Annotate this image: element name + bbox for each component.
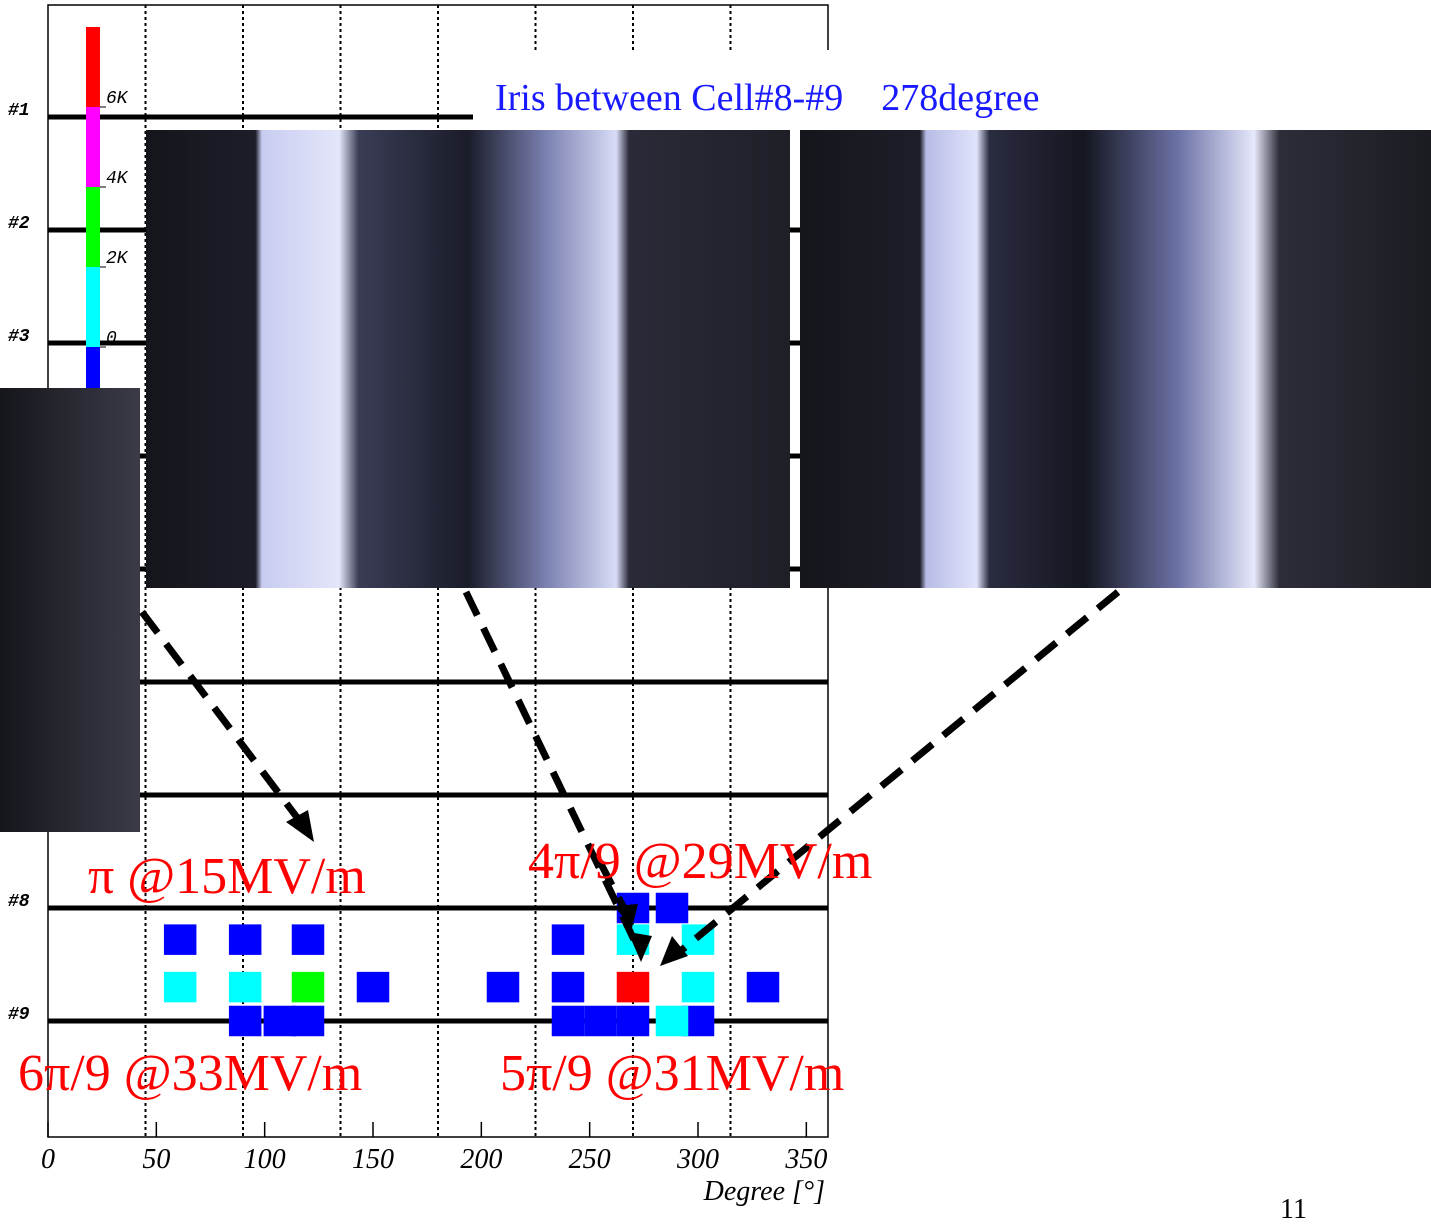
colorbar-segment (86, 267, 100, 347)
arrowhead (628, 932, 652, 962)
cell (228, 924, 262, 955)
cell (655, 892, 689, 924)
colorbar-label: 0 (106, 329, 117, 349)
cell (228, 971, 262, 1003)
annotation: π @15MV/m (88, 848, 366, 905)
x-tick-label: 300 (676, 1144, 719, 1175)
y-tick-label: #3 (8, 327, 30, 347)
annotation: 4π/9 @29MV/m (528, 833, 872, 890)
x-tick-label: 200 (460, 1144, 502, 1175)
photo (0, 388, 140, 832)
x-tick-label: 100 (244, 1144, 286, 1175)
arrowhead (286, 810, 314, 842)
y-tick-label: #8 (8, 892, 30, 912)
arrow (139, 609, 308, 831)
x-tick-label: 250 (569, 1144, 611, 1175)
colorbar-label: 6K (106, 89, 129, 109)
colorbar-segment (86, 27, 100, 107)
cell (291, 924, 325, 955)
cell (616, 971, 650, 1003)
y-tick-label: #1 (8, 101, 30, 121)
cell (746, 971, 780, 1003)
cell (228, 1005, 262, 1037)
cell (486, 971, 520, 1003)
cell (291, 971, 325, 1003)
x-tick-label: 50 (142, 1144, 170, 1175)
colorbar-segment (86, 107, 100, 187)
x-tick-label: 150 (352, 1144, 394, 1175)
cell (163, 924, 197, 955)
y-tick-label: #2 (8, 214, 30, 234)
arrowhead (614, 904, 638, 928)
x-tick-label: 0 (41, 1144, 55, 1175)
cell (681, 971, 715, 1003)
x-axis-label: Degree [°] (703, 1176, 825, 1207)
arrow (462, 590, 642, 950)
y-tick-label: #9 (8, 1005, 30, 1025)
arrow (669, 589, 1121, 961)
colorbar-segment (86, 187, 100, 267)
cell (163, 971, 197, 1003)
cell (551, 1005, 585, 1037)
page-number: 11 (1280, 1194, 1307, 1225)
annotation: 6π/9 @33MV/m (18, 1045, 362, 1102)
photo (800, 130, 1431, 588)
cell (584, 1005, 617, 1037)
cell (551, 924, 585, 955)
x-tick-label: 350 (784, 1144, 827, 1175)
arrowhead (660, 936, 688, 966)
cell (616, 1005, 650, 1037)
cell (655, 1005, 689, 1037)
annotation: 5π/9 @31MV/m (500, 1045, 844, 1102)
colorbar-label: 4K (106, 169, 129, 189)
cell (551, 971, 585, 1003)
cell (356, 971, 390, 1003)
caption-box (473, 50, 831, 132)
cell (291, 1005, 325, 1037)
arrowheads (286, 810, 688, 966)
caption: Iris between Cell#8-#9 278degree (495, 77, 1040, 119)
cell (263, 1005, 297, 1037)
photo (146, 130, 790, 588)
colorbar-label: 2K (106, 249, 129, 269)
